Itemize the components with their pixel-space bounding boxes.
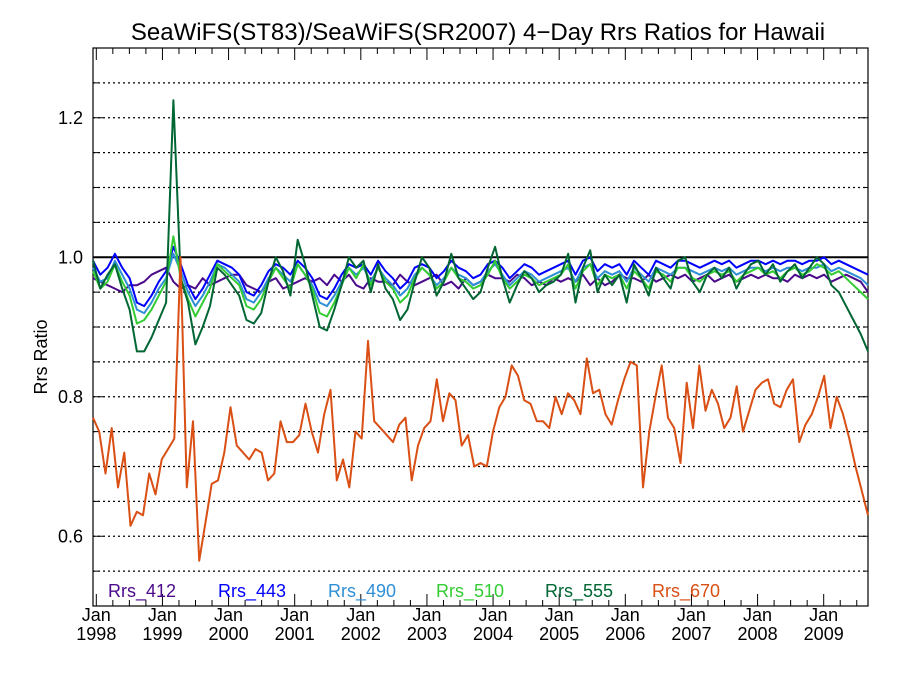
x-tick-month-label: Jan: [677, 605, 706, 625]
x-tick-year-label: 2005: [539, 624, 579, 644]
x-tick-year-label: 2004: [473, 624, 513, 644]
x-tick-month-label: Jan: [545, 605, 574, 625]
x-tick-month-label: Jan: [743, 605, 772, 625]
x-tick-year-label: 2000: [209, 624, 249, 644]
x-tick-year-label: 2002: [341, 624, 381, 644]
y-tick-label: 0.6: [58, 526, 83, 546]
x-tick-month-label: Jan: [148, 605, 177, 625]
legend-item-rrs-510: Rrs_510: [436, 581, 504, 602]
x-tick-month-label: Jan: [346, 605, 375, 625]
series-line-rrs-490: [92, 252, 869, 315]
axes-layer: 0.60.81.01.2Jan1998Jan1999Jan2000Jan2001…: [58, 47, 869, 644]
legend-item-rrs-490: Rrs_490: [328, 581, 396, 602]
x-tick-year-label: 1998: [76, 624, 116, 644]
series-line-rrs-510: [92, 235, 869, 325]
legend-item-rrs-412: Rrs_412: [108, 581, 176, 602]
legend-item-rrs-443: Rrs_443: [218, 581, 286, 602]
x-tick-month-label: Jan: [479, 605, 508, 625]
legend-item-rrs-670: Rrs_670: [652, 581, 720, 602]
series-line-rrs-670: [92, 256, 869, 562]
legend-item-rrs-555: Rrs_555: [545, 581, 613, 602]
series-line-rrs-443: [92, 245, 869, 308]
series-layer: [92, 99, 869, 562]
y-axis-label: Rrs Ratio: [31, 319, 51, 394]
chart-title: SeaWiFS(ST83)/SeaWiFS(SR2007) 4−Day Rrs …: [131, 19, 825, 46]
x-tick-year-label: 2008: [738, 624, 778, 644]
y-tick-label: 1.0: [58, 247, 83, 267]
legend: Rrs_412 Rrs_443 Rrs_490 Rrs_510 Rrs_555 Rrs_6…: [108, 581, 720, 602]
x-tick-year-label: 2009: [804, 624, 844, 644]
x-tick-month-label: Jan: [809, 605, 838, 625]
x-tick-month-label: Jan: [611, 605, 640, 625]
x-tick-month-label: Jan: [82, 605, 111, 625]
x-tick-year-label: 2007: [671, 624, 711, 644]
y-tick-label: 0.8: [58, 387, 83, 407]
x-tick-year-label: 2003: [407, 624, 447, 644]
series-line-rrs-555: [92, 99, 869, 353]
grid-layer: [93, 82, 868, 572]
x-tick-month-label: Jan: [280, 605, 309, 625]
x-tick-year-label: 2001: [275, 624, 315, 644]
y-tick-label: 1.2: [58, 108, 83, 128]
x-tick-year-label: 1999: [142, 624, 182, 644]
x-tick-year-label: 2006: [605, 624, 645, 644]
x-tick-month-label: Jan: [412, 605, 441, 625]
x-tick-month-label: Jan: [214, 605, 243, 625]
